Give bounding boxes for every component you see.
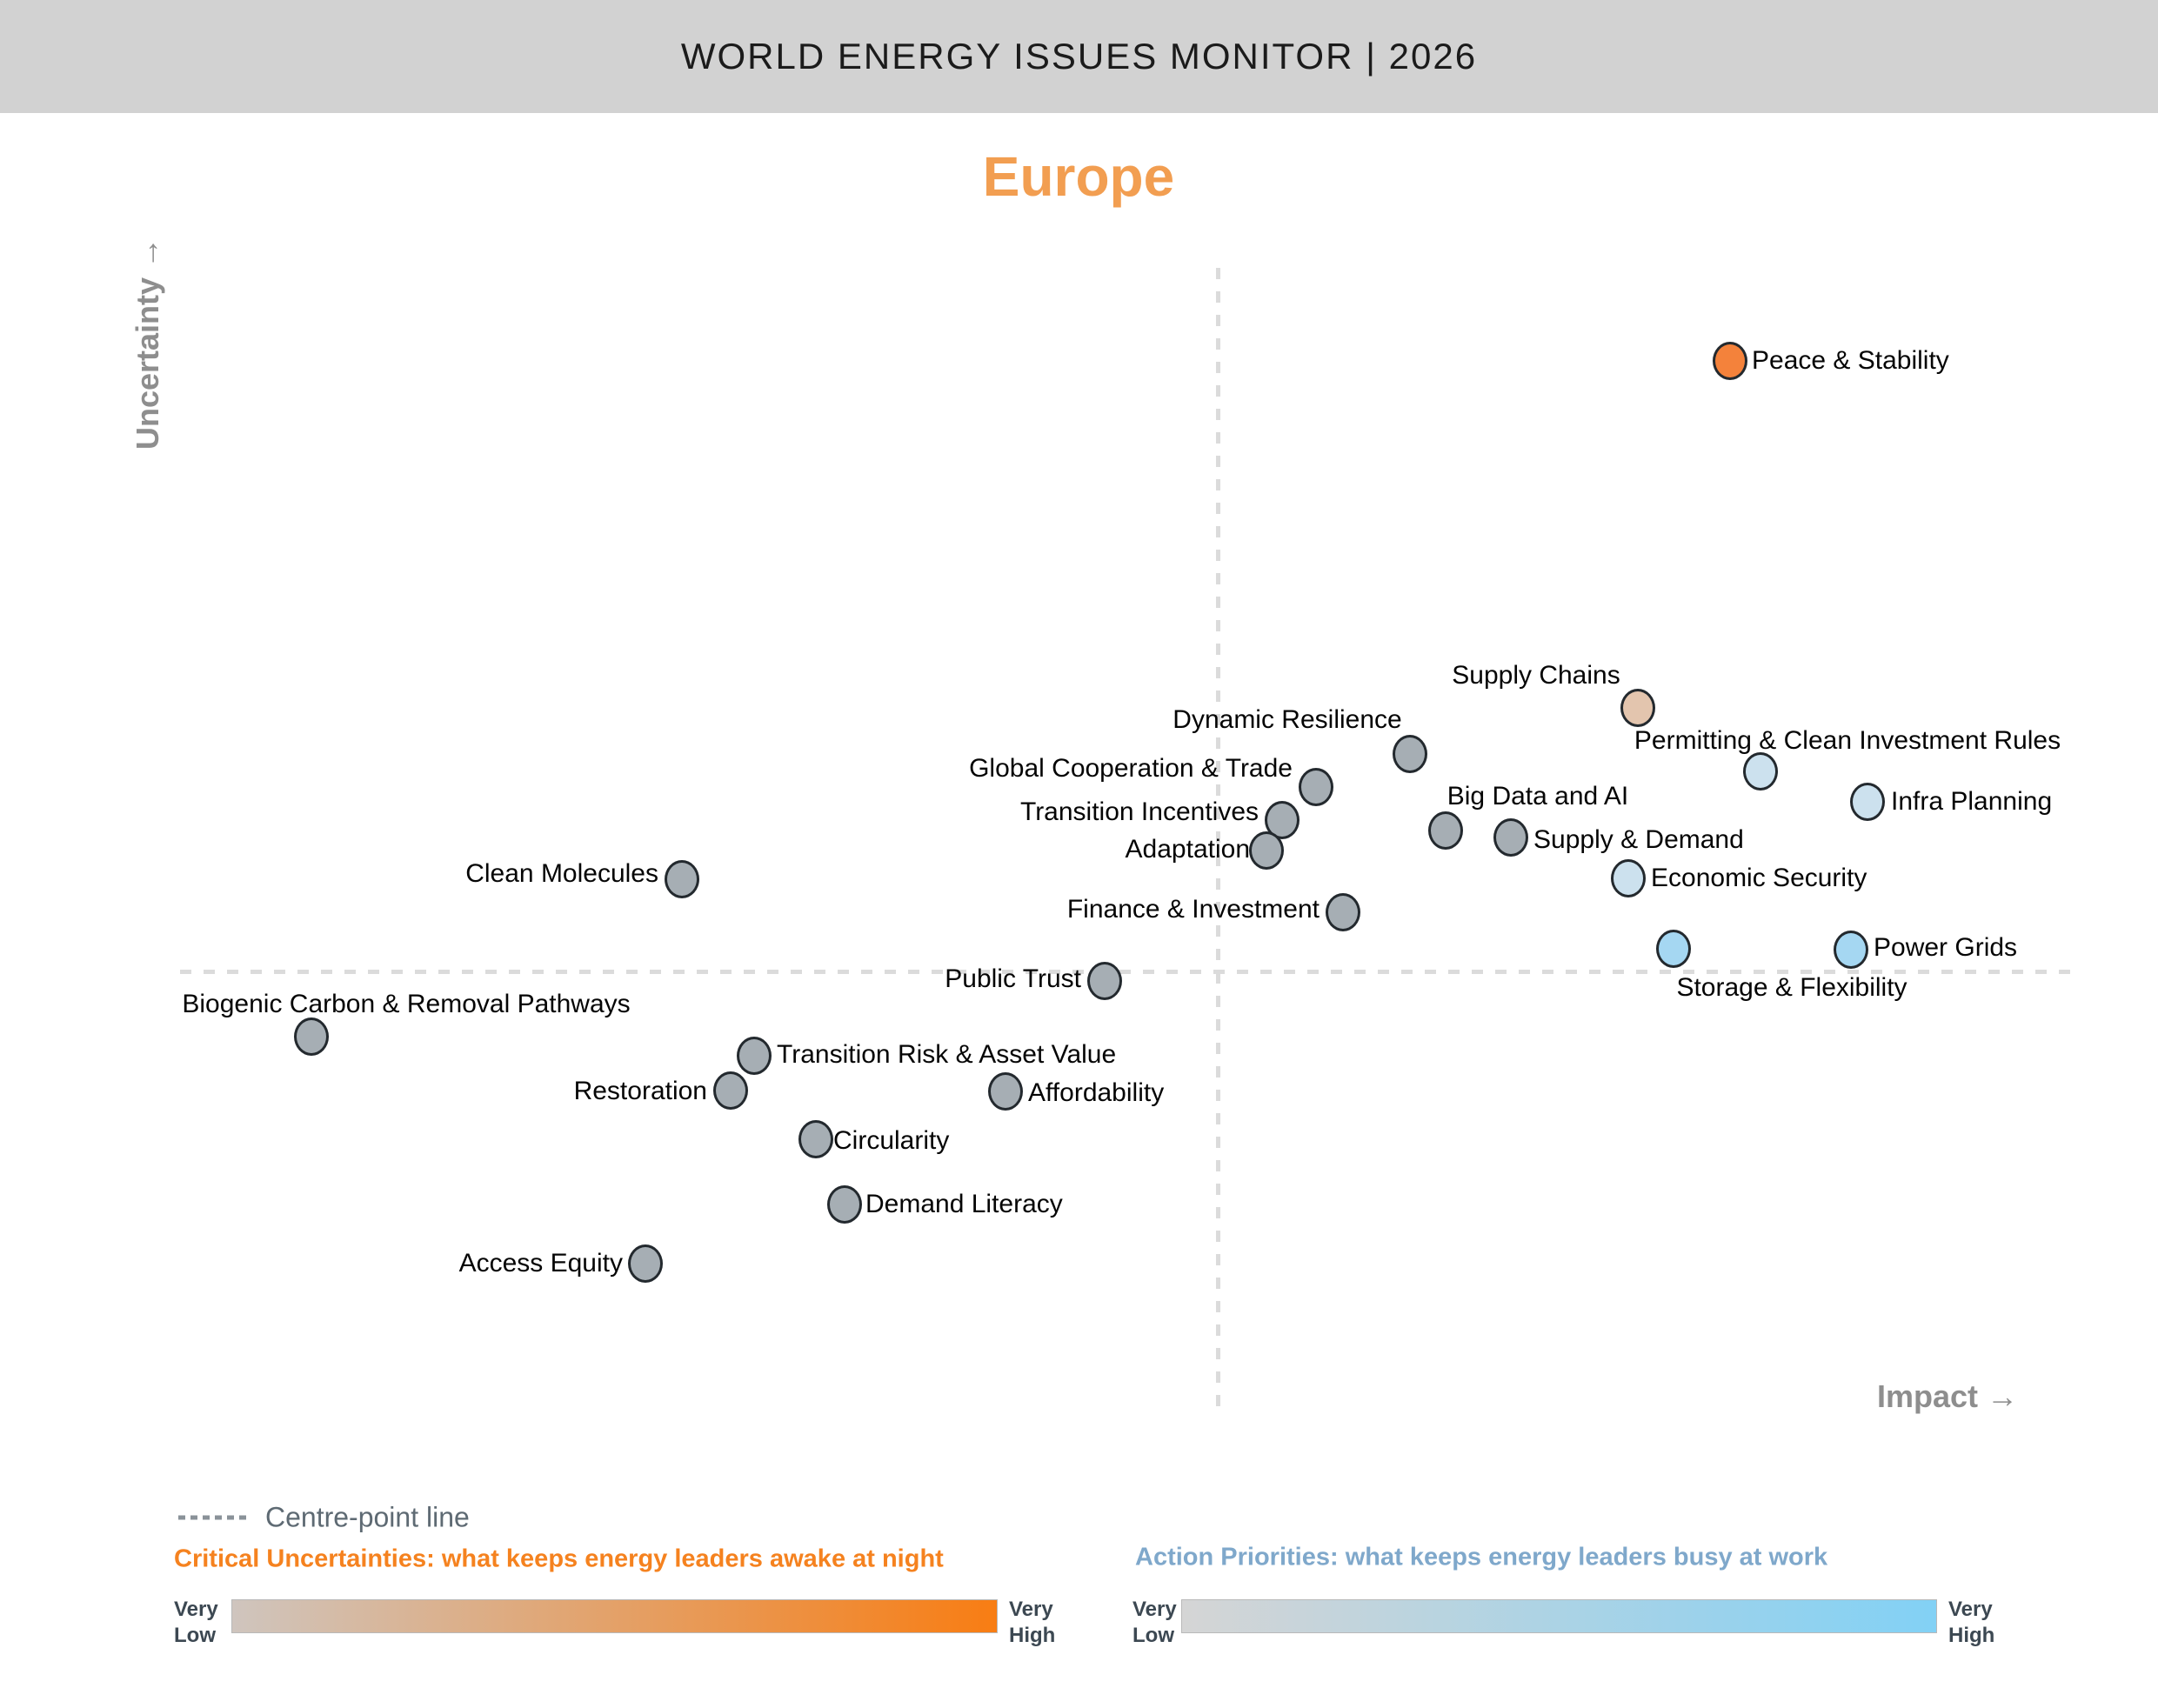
issue-label-public-trust: Public Trust xyxy=(945,964,1081,993)
issue-label-demand-literacy: Demand Literacy xyxy=(865,1190,1063,1218)
issue-dot-dynamic-resilience xyxy=(1393,735,1427,773)
x-axis-label: Impact → xyxy=(1876,1378,2018,1414)
issue-label-transition-risk-asset-value: Transition Risk & Asset Value xyxy=(777,1040,1117,1069)
issue-dot-permitting-clean-investment-rules xyxy=(1743,752,1778,791)
action-scale-very-low: Very Low xyxy=(1132,1598,1177,1647)
issue-dot-storage-flexibility xyxy=(1656,930,1691,968)
issue-label-supply-demand: Supply & Demand xyxy=(1533,825,1744,854)
issue-dot-big-data-and-ai xyxy=(1428,811,1463,850)
issue-label-dynamic-resilience: Dynamic Resilience xyxy=(1173,705,1402,734)
critical-scale-very-low: Very Low xyxy=(174,1598,218,1647)
issue-label-circularity: Circularity xyxy=(833,1126,950,1155)
issue-dot-demand-literacy xyxy=(827,1185,862,1224)
issue-dot-supply-demand xyxy=(1493,818,1528,857)
legend-action-priorities-title: Action Priorities: what keeps energy lea… xyxy=(1135,1543,1828,1571)
region-title: Europe xyxy=(982,145,1175,208)
legend-critical-uncertainties-title: Critical Uncertainties: what keeps energ… xyxy=(174,1545,944,1573)
page-title: WORLD ENERGY ISSUES MONITOR | 2026 xyxy=(680,36,1478,77)
centre-point-line-vertical xyxy=(1216,268,1220,1411)
issue-dot-power-grids xyxy=(1834,931,1868,969)
issue-label-peace-stability: Peace & Stability xyxy=(1752,346,1949,375)
critical-uncertainties-gradient-bar xyxy=(231,1599,998,1633)
issue-dot-restoration xyxy=(713,1071,748,1110)
legend-centre-point-label: Centre-point line xyxy=(265,1501,470,1533)
action-priorities-gradient-bar xyxy=(1181,1599,1937,1633)
issue-label-transition-incentives: Transition Incentives xyxy=(1019,797,1259,826)
centre-point-line-sample-icon xyxy=(178,1515,250,1520)
legend-centre-point-row: Centre-point line xyxy=(178,1502,470,1534)
issue-label-big-data-and-ai: Big Data and AI xyxy=(1446,782,1629,811)
issue-dot-transition-risk-asset-value xyxy=(737,1037,772,1075)
issue-label-adaptation: Adaptation xyxy=(1125,835,1250,864)
issue-label-infra-planning: Infra Planning xyxy=(1891,787,2053,816)
issue-dot-circularity xyxy=(798,1120,833,1158)
action-scale-very-high: Very High xyxy=(1948,1598,1995,1647)
issue-dot-public-trust xyxy=(1087,962,1122,1000)
issue-label-affordability: Affordability xyxy=(1028,1078,1165,1107)
issue-dot-access-equity xyxy=(628,1244,663,1283)
issue-label-access-equity: Access Equity xyxy=(458,1249,623,1278)
issue-label-global-cooperation-trade: Global Cooperation & Trade xyxy=(969,754,1293,783)
issue-label-restoration: Restoration xyxy=(573,1077,707,1105)
issue-dot-supply-chains xyxy=(1620,689,1655,727)
issue-dot-peace-stability xyxy=(1713,342,1747,380)
issue-dot-biogenic-carbon-removal-pathways xyxy=(294,1017,329,1056)
issue-label-supply-chains: Supply Chains xyxy=(1452,661,1620,690)
issue-dot-adaptation xyxy=(1249,831,1284,870)
issue-label-power-grids: Power Grids xyxy=(1874,933,2018,962)
header-bar: WORLD ENERGY ISSUES MONITOR | 2026 xyxy=(0,0,2158,113)
issue-dot-finance-investment xyxy=(1326,893,1360,931)
issue-dot-global-cooperation-trade xyxy=(1299,768,1333,806)
issue-dot-economic-security xyxy=(1611,859,1646,897)
issue-label-finance-investment: Finance & Investment xyxy=(1066,895,1320,924)
issue-label-clean-molecules: Clean Molecules xyxy=(465,859,658,888)
centre-point-line-horizontal xyxy=(180,970,2079,974)
issue-label-storage-flexibility: Storage & Flexibility xyxy=(1676,973,1907,1002)
issue-dot-clean-molecules xyxy=(665,860,699,898)
issue-label-biogenic-carbon-removal-pathways: Biogenic Carbon & Removal Pathways xyxy=(182,990,631,1018)
issue-label-permitting-clean-investment-rules: Permitting & Clean Investment Rules xyxy=(1634,726,2061,755)
issue-label-economic-security: Economic Security xyxy=(1651,864,1867,892)
critical-scale-very-high: Very High xyxy=(1009,1598,1056,1647)
issue-dot-infra-planning xyxy=(1850,783,1885,821)
issue-dot-affordability xyxy=(988,1072,1023,1111)
